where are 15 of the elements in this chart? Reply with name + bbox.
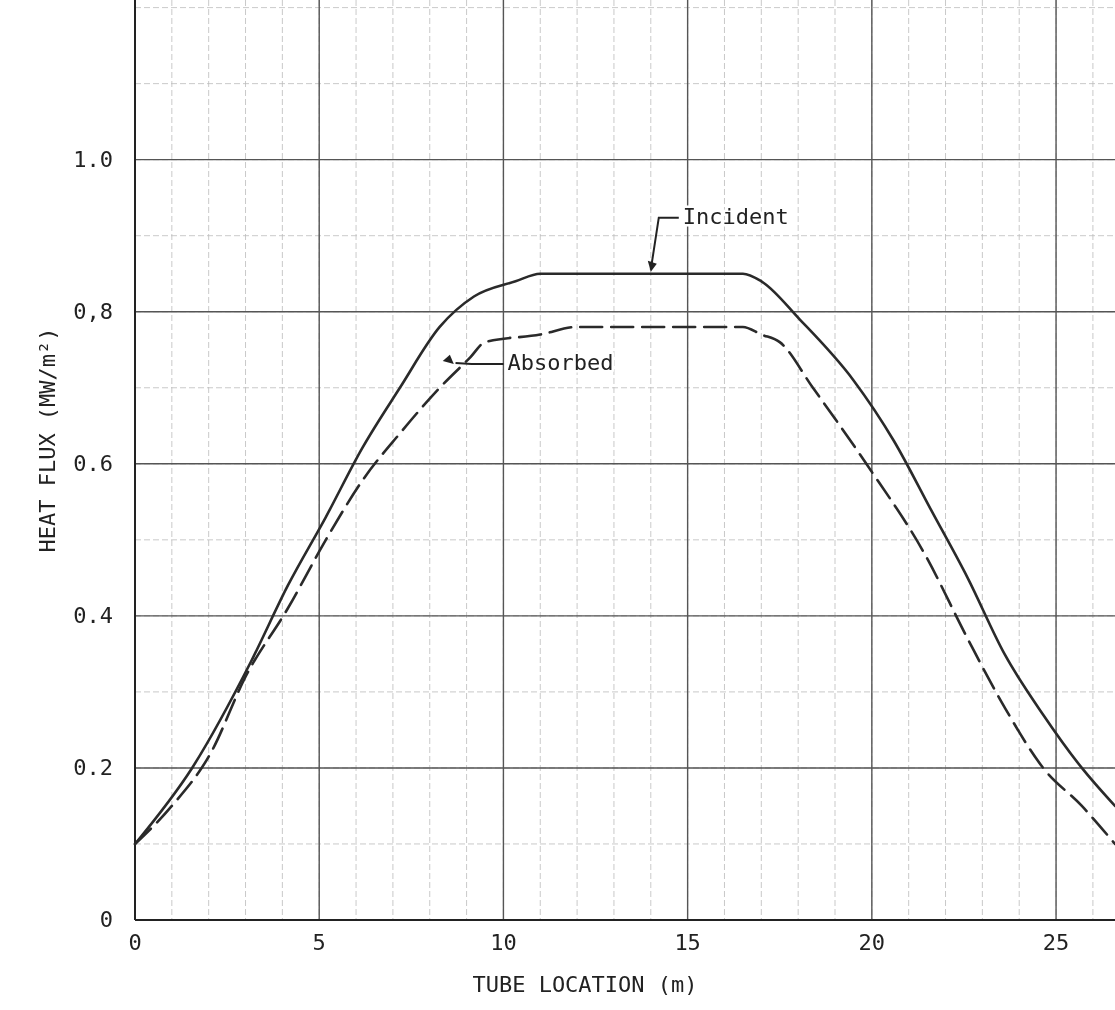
x-tick-label: 15 [674, 930, 701, 955]
x-tick-label: 20 [858, 930, 886, 955]
y-axis-title: HEAT FLUX (MW/m²) [35, 327, 60, 553]
x-tick-label: 25 [1042, 930, 1070, 955]
y-tick-label: 1.0 [73, 146, 113, 172]
x-axis-title: TUBE LOCATION (m) [472, 972, 698, 997]
x-tick-label: 5 [312, 930, 326, 955]
y-tick-label: 0 [99, 907, 113, 932]
y-tick-label: 0.4 [73, 602, 113, 628]
y-tick-label: 0.2 [73, 754, 113, 780]
annotation: Absorbed [507, 349, 614, 375]
x-tick-label: 10 [490, 930, 517, 955]
y-tick-label: 0.6 [73, 450, 113, 476]
y-tick-label: 0,8 [73, 298, 113, 324]
x-tick-label: 0 [128, 930, 142, 955]
